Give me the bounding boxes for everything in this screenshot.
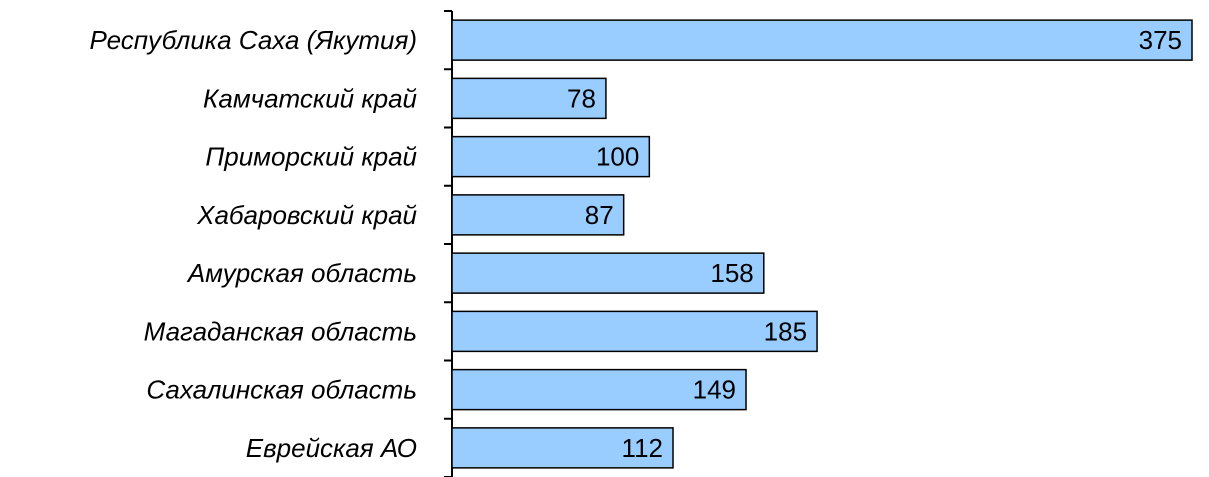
bar: [451, 19, 1193, 61]
bar: [451, 427, 674, 469]
value-label: 149: [693, 375, 736, 405]
bar: [451, 194, 625, 236]
category-label: Еврейская АО: [246, 433, 417, 463]
value-label: 100: [596, 142, 639, 172]
value-label: 78: [567, 83, 596, 113]
value-label: 185: [764, 316, 807, 346]
axis-ticks: [444, 10, 452, 477]
bar: [451, 368, 747, 411]
bar: [451, 135, 651, 178]
value-label: 375: [1139, 25, 1182, 55]
bar: [451, 77, 607, 120]
bar: [451, 252, 765, 294]
value-label: 112: [622, 433, 663, 463]
category-labels: Республика Саха (Якутия) Камчатский край П…: [90, 25, 417, 463]
bars-group: [451, 19, 1193, 469]
category-label: Хабаровский край: [196, 200, 417, 230]
value-label: 158: [710, 258, 753, 288]
category-label: Магаданская область: [144, 316, 417, 346]
category-label: Республика Саха (Якутия): [90, 25, 417, 55]
value-label: 87: [585, 200, 614, 230]
category-label: Приморский край: [205, 142, 417, 172]
category-label: Сахалинская область: [146, 375, 417, 405]
category-label: Амурская область: [186, 258, 417, 288]
bar: [451, 310, 818, 353]
category-label: Камчатский край: [203, 83, 417, 113]
